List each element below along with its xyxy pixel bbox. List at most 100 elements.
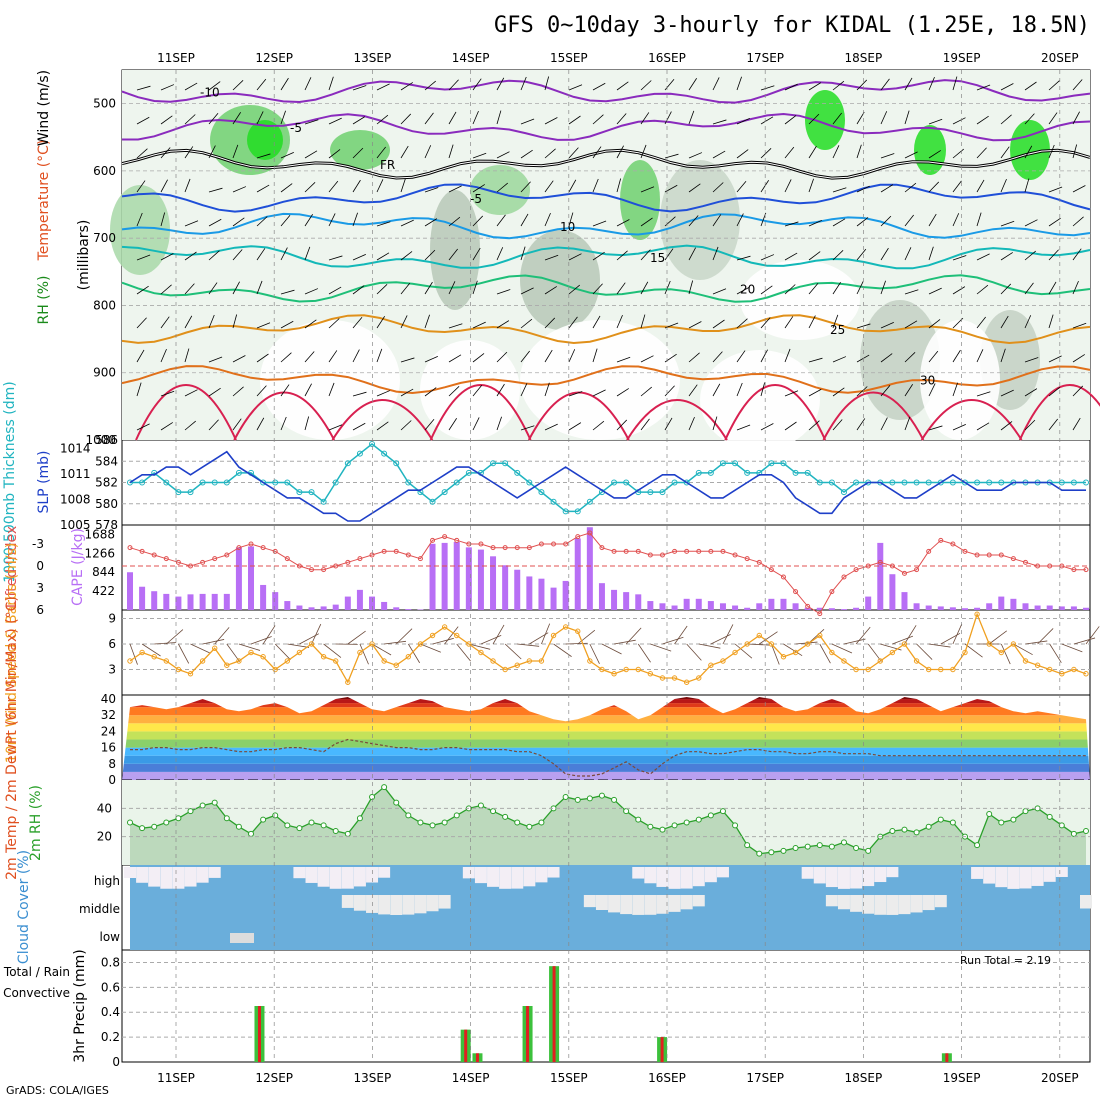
- rh-point: [598, 792, 605, 799]
- li-point: [321, 567, 327, 573]
- wind-barb: [568, 349, 576, 363]
- cloud-high-cell: [850, 867, 863, 889]
- wind-barb: [1000, 421, 1013, 431]
- wind-barb: [432, 637, 454, 645]
- rh-point: [949, 819, 956, 826]
- wind-speed-point: [296, 649, 303, 656]
- wind-barb: [328, 286, 342, 295]
- precip-conv-bar: [945, 1053, 949, 1062]
- dewpoint-line: [130, 738, 1086, 777]
- wind-speed-point: [284, 658, 291, 664]
- contour-label: 25: [830, 323, 845, 337]
- thickness-point: [235, 469, 242, 476]
- wind-barb: [688, 321, 702, 329]
- wind-barb: [928, 181, 940, 193]
- cloud-high-cell: [983, 867, 996, 884]
- wind-barb: [328, 424, 343, 431]
- wind-barb: [832, 419, 843, 431]
- thickness-point: [272, 479, 279, 486]
- wind-barb: [448, 216, 461, 227]
- pressure-axis-label: (millibars): [76, 220, 92, 291]
- wind-barb: [352, 349, 360, 363]
- wind-barb: [520, 213, 529, 227]
- wind-barb: [232, 112, 241, 125]
- wind-barb: [424, 249, 436, 261]
- rh-point: [562, 794, 569, 800]
- wind-label: 10m Wind Speed & Barbs (m/s): [4, 543, 20, 763]
- wind-barb: [472, 417, 480, 431]
- wind-barb: [952, 180, 962, 193]
- hot-contour: [233, 391, 336, 441]
- precip-label: 3hr Precip (mm): [72, 949, 88, 1062]
- wind-barb: [304, 150, 318, 159]
- wind-barb: [1085, 626, 1100, 645]
- cloud-high-cell: [184, 867, 197, 887]
- cape-tick: 1688: [84, 527, 115, 541]
- cloud-high-cell: [353, 867, 366, 887]
- wind-barb: [734, 643, 753, 659]
- wind-speed-point: [562, 624, 569, 630]
- temp-contour: [121, 314, 1091, 345]
- wind-barb: [424, 387, 437, 397]
- li-point: [623, 548, 629, 554]
- wind-barb: [280, 384, 290, 397]
- thickness-point: [816, 479, 823, 486]
- precip-tick: 0.8: [101, 955, 120, 969]
- thickness-point: [671, 479, 678, 486]
- li-point: [345, 559, 351, 565]
- wind-barb: [232, 355, 246, 363]
- cape-bar: [199, 593, 206, 610]
- thickness-point: [320, 498, 327, 505]
- wind-speed-point: [889, 649, 896, 656]
- wind-barb: [1072, 385, 1084, 397]
- rh-point: [840, 839, 847, 846]
- thickness-point: [163, 479, 170, 486]
- wind-barb: [208, 145, 216, 159]
- cloud-mid-cell: [426, 895, 439, 912]
- cloud-high-cell: [305, 867, 318, 883]
- cloud-mid-cell: [390, 895, 403, 915]
- wind-barb: [928, 383, 936, 397]
- wind-barb: [1000, 220, 1015, 227]
- wind-barb: [1073, 637, 1096, 645]
- temp-band: [122, 739, 1090, 748]
- li-point: [587, 530, 593, 536]
- wind-barb: [280, 151, 294, 159]
- freezing-line-inner: [121, 149, 1091, 179]
- cape-bar: [526, 576, 533, 610]
- cloud-mid-cell: [680, 895, 693, 910]
- cape-bar: [780, 598, 787, 610]
- wind-barb: [256, 184, 270, 193]
- wind-barb: [664, 280, 671, 295]
- li-point: [647, 552, 653, 558]
- thickness-point: [611, 479, 618, 486]
- cloud-mid-cell: [414, 895, 427, 914]
- wind-barb: [904, 77, 913, 91]
- wind-barb: [160, 348, 167, 363]
- temp-tick: 8: [108, 757, 116, 771]
- wind-barb: [352, 147, 364, 159]
- wind-barb: [400, 388, 414, 397]
- rh-point: [732, 822, 739, 829]
- rh-shade: [914, 125, 946, 175]
- wind-barb: [640, 80, 652, 91]
- wind-barb: [496, 77, 505, 91]
- wind-barb: [395, 628, 413, 645]
- wind-barb: [712, 119, 727, 125]
- wind-barb: [287, 643, 310, 648]
- thickness-point: [405, 479, 412, 486]
- li-tick: 0: [36, 559, 44, 573]
- temp-contour: [121, 274, 1091, 303]
- wind-barb: [832, 145, 840, 159]
- cape-bar: [913, 603, 920, 610]
- rh-point: [671, 822, 678, 829]
- wind-speed-point: [151, 654, 157, 660]
- thickness-point: [199, 479, 206, 486]
- wind-barb: [517, 643, 540, 647]
- wind-barb: [616, 250, 628, 261]
- wind-barb: [328, 117, 342, 125]
- rh-tick: 40: [97, 801, 112, 815]
- cloud-mid-cell: [910, 895, 923, 913]
- cloud-mid-cell: [825, 895, 838, 907]
- wind-barb: [304, 351, 315, 363]
